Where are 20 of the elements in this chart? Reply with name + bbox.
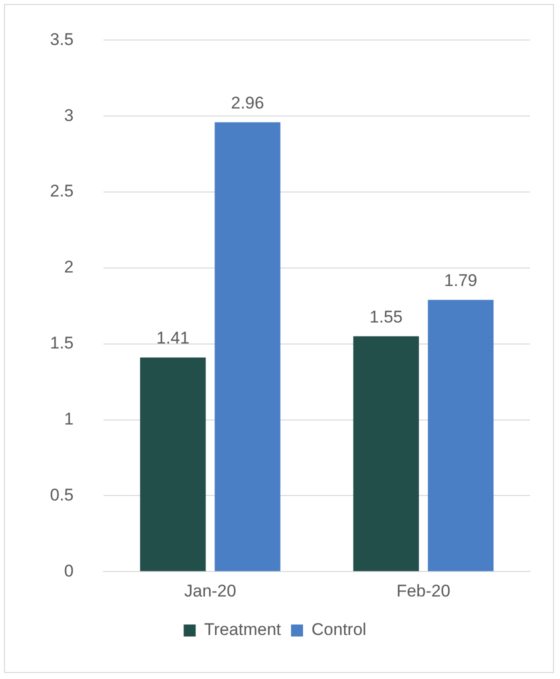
legend-label: Treatment bbox=[204, 620, 282, 640]
data-label: 1.79 bbox=[444, 271, 478, 290]
data-label: 1.41 bbox=[156, 328, 190, 348]
bar bbox=[353, 336, 419, 572]
bar bbox=[140, 358, 206, 572]
legend-label: Control bbox=[312, 620, 366, 640]
y-tick-label: 2 bbox=[64, 258, 74, 277]
y-tick-label: 3.5 bbox=[50, 30, 74, 49]
bar bbox=[428, 300, 494, 572]
x-tick-label: Feb-20 bbox=[396, 581, 450, 600]
data-label: 1.55 bbox=[370, 307, 403, 326]
y-tick-label: 2.5 bbox=[50, 182, 74, 201]
y-tick-label: 1 bbox=[64, 409, 74, 428]
data-label: 2.96 bbox=[230, 93, 264, 112]
bar bbox=[214, 122, 280, 572]
y-tick-label: 1.5 bbox=[50, 334, 74, 353]
y-tick-label: 0.5 bbox=[50, 485, 74, 504]
x-tick-label: Jan-20 bbox=[184, 581, 236, 600]
y-tick-label: 0 bbox=[64, 561, 74, 580]
y-tick-label: 3 bbox=[64, 106, 74, 125]
